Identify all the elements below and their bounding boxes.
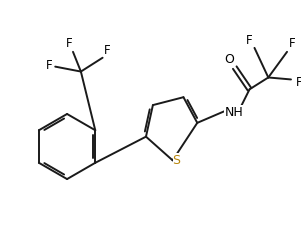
Text: F: F [289,37,295,50]
Text: F: F [66,37,72,50]
Text: S: S [172,153,181,166]
Text: O: O [224,53,234,66]
Text: NH: NH [225,105,243,118]
Text: F: F [246,34,253,47]
Text: F: F [46,59,53,72]
Text: F: F [296,76,301,88]
Text: F: F [104,44,111,57]
